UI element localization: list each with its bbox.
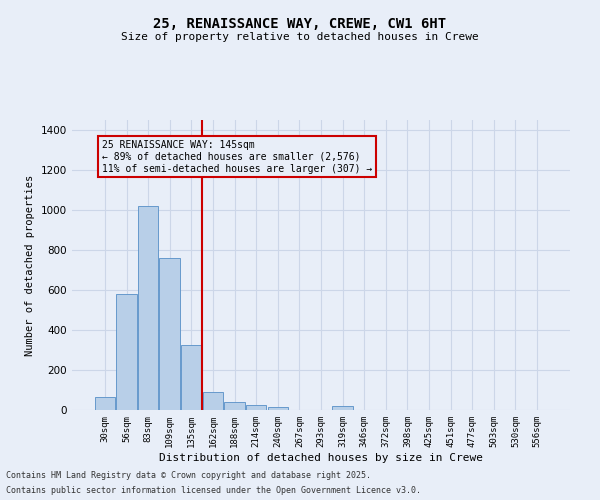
X-axis label: Distribution of detached houses by size in Crewe: Distribution of detached houses by size … [159,452,483,462]
Bar [224,402,245,410]
Text: Contains HM Land Registry data © Crown copyright and database right 2025.: Contains HM Land Registry data © Crown c… [6,471,371,480]
Bar [268,407,288,410]
Bar [138,206,158,410]
Bar [95,397,115,410]
Bar [116,294,137,410]
Y-axis label: Number of detached properties: Number of detached properties [25,174,35,356]
Bar [160,258,180,410]
Text: 25, RENAISSANCE WAY, CREWE, CW1 6HT: 25, RENAISSANCE WAY, CREWE, CW1 6HT [154,18,446,32]
Bar [332,406,353,410]
Text: 25 RENAISSANCE WAY: 145sqm
← 89% of detached houses are smaller (2,576)
11% of s: 25 RENAISSANCE WAY: 145sqm ← 89% of deta… [102,140,372,173]
Bar [181,345,202,410]
Bar [203,392,223,410]
Text: Contains public sector information licensed under the Open Government Licence v3: Contains public sector information licen… [6,486,421,495]
Text: Size of property relative to detached houses in Crewe: Size of property relative to detached ho… [121,32,479,42]
Bar [246,405,266,410]
